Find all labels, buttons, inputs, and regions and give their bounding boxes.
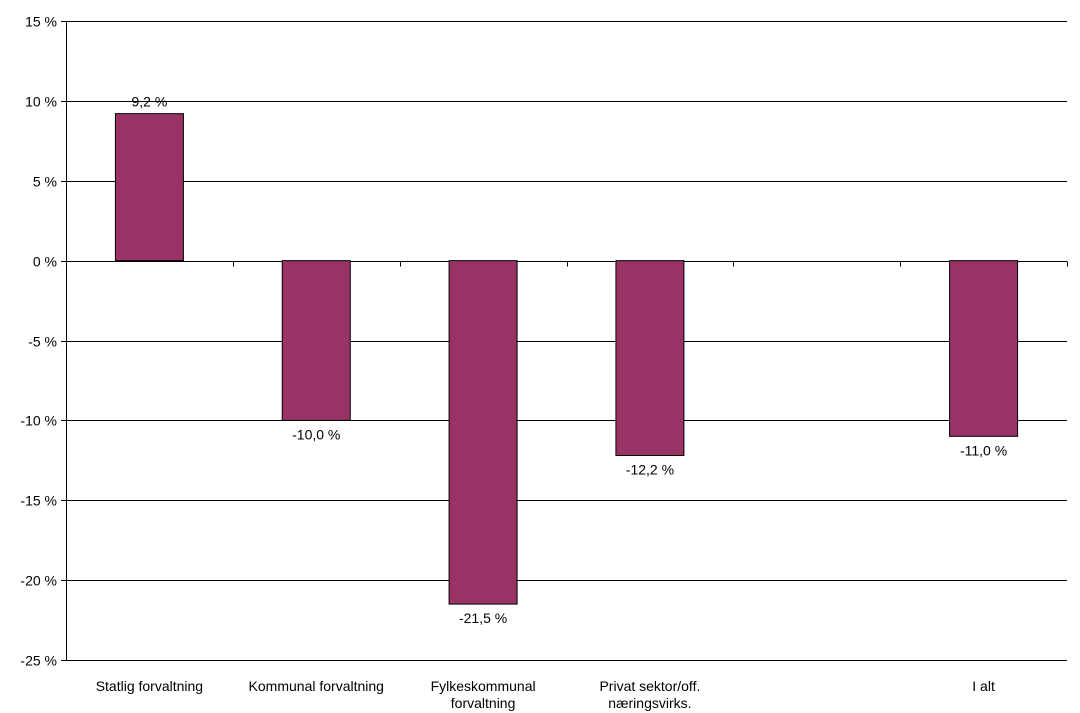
data-label: -21,5 % — [459, 610, 507, 626]
x-category-label: I alt — [972, 678, 995, 694]
x-category-label: Privat sektor/off. — [599, 678, 700, 694]
y-tick-label: -5 % — [28, 334, 57, 350]
x-category-label: forvaltning — [451, 695, 516, 711]
data-label: 9,2 % — [132, 94, 168, 110]
x-category-label: Kommunal forvaltning — [249, 678, 384, 694]
gridlines — [66, 21, 1067, 661]
y-tick-label: -10 % — [20, 413, 57, 429]
bars — [114, 113, 1019, 605]
x-category-label: Statlig forvaltning — [96, 678, 203, 694]
bar — [114, 113, 184, 262]
y-tick-label: 10 % — [25, 94, 57, 110]
bar — [281, 260, 351, 421]
y-tick-label: 0 % — [33, 254, 57, 270]
y-tick-label: 5 % — [33, 174, 57, 190]
y-tick-label: -25 % — [20, 653, 57, 669]
data-label: -11,0 % — [960, 442, 1007, 458]
axes — [61, 21, 1068, 661]
bar — [615, 260, 685, 457]
data-label: -12,2 % — [626, 462, 674, 478]
x-category-label: næringsvirks. — [608, 695, 691, 711]
data-label: -10,0 % — [292, 426, 340, 442]
bar — [448, 260, 518, 605]
y-tick-label: 15 % — [25, 14, 57, 30]
y-tick-label: -15 % — [20, 493, 57, 509]
labels: 15 % 10 % 5 % 0 % -5 % -10 % -15 % -20 % -25 % 9,… — [20, 14, 1007, 712]
x-category-label: Fylkeskommunal — [431, 678, 536, 694]
bar — [949, 260, 1019, 437]
y-tick-label: -20 % — [20, 573, 57, 589]
